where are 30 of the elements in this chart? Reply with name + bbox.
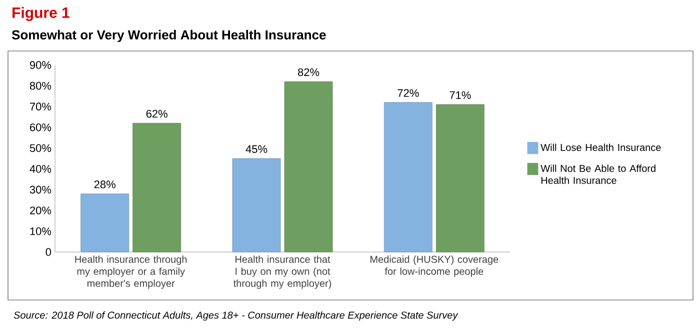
y-tick-label: 40% <box>30 165 52 173</box>
y-tick-label: 30% <box>30 186 52 194</box>
bar <box>232 158 281 252</box>
data-label: 71% <box>450 91 471 99</box>
data-label: 82% <box>298 68 320 76</box>
y-tick-label: 70% <box>30 102 52 110</box>
x-tick-label: Medicaid (HUSKY) coverage for low-income people <box>370 256 498 277</box>
data-label: 72% <box>398 89 419 97</box>
bar <box>132 122 182 252</box>
bar <box>80 194 130 252</box>
data-label: 62% <box>146 110 168 118</box>
y-tick-label: 10% <box>30 227 52 236</box>
x-tick-label: Health insurance that I buy on my own (not through my employer) <box>233 256 332 289</box>
y-tick-label: 90% <box>30 61 52 69</box>
bar <box>384 102 432 252</box>
y-tick-label: 50% <box>30 144 52 152</box>
x-tick-label: Health insurance through my employer or a family member's employer <box>75 256 187 289</box>
legend-label: Will Not Be Able to Afford Health Insurance <box>540 164 656 184</box>
data-label: 28% <box>94 180 116 188</box>
y-tick-label: 20% <box>30 206 52 214</box>
chart-title: Figure 1 <box>12 6 70 22</box>
bar <box>436 104 484 252</box>
legend-label: Will Lose Health Insurance <box>540 144 661 152</box>
y-tick-label: 80% <box>30 82 52 90</box>
bar <box>284 81 333 252</box>
data-label: 45% <box>246 145 268 153</box>
chart-subtitle: Somewhat or Very Worried About Health Insurance <box>12 30 326 42</box>
y-tick-label: 60% <box>30 123 52 132</box>
y-tick-label: 0 <box>46 248 52 256</box>
source-note: Source: 2018 Poll of Connecticut Adults, Ages 18+ - Consumer Healthcare Experience State Survey <box>14 311 458 321</box>
